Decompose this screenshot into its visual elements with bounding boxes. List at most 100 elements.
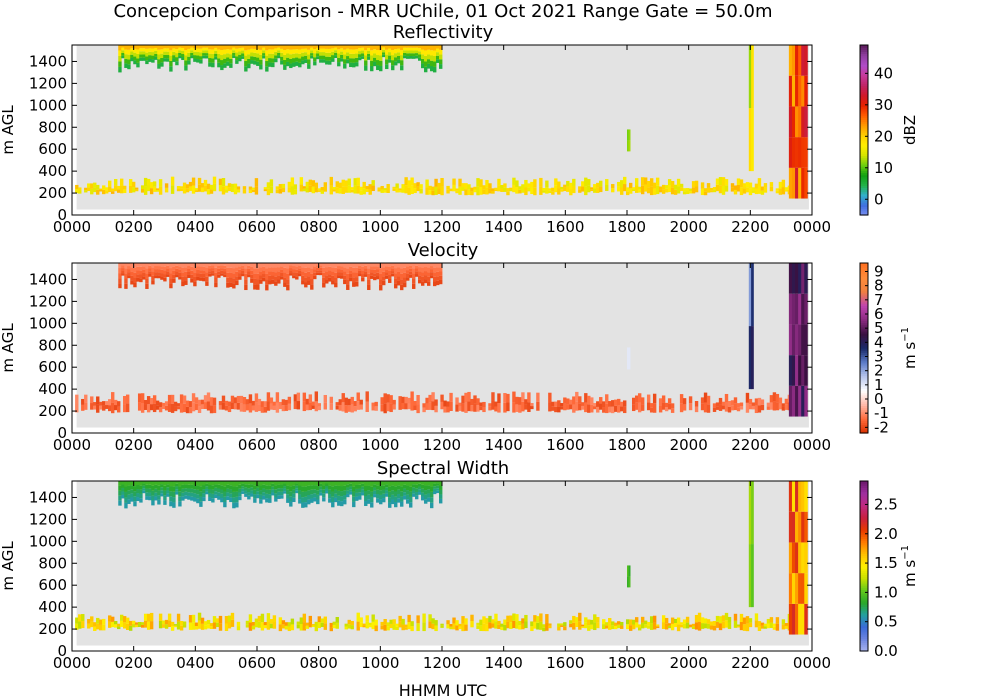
colorbar-segment [860, 401, 868, 404]
data-cell [724, 612, 729, 621]
data-cell [406, 47, 410, 51]
colorbar-segment [860, 508, 868, 512]
data-cell [664, 185, 669, 189]
data-cell [139, 489, 143, 494]
data-cell [169, 491, 173, 497]
data-cell [319, 59, 323, 63]
data-cell [358, 45, 362, 49]
data-cell [160, 487, 164, 491]
data-cell [628, 358, 631, 370]
data-cell [355, 57, 359, 63]
data-cell [182, 188, 187, 194]
data-cell [313, 263, 317, 267]
colorbar-segment [860, 375, 868, 379]
data-cell [296, 621, 301, 625]
data-cell [325, 481, 329, 484]
data-cell [229, 481, 233, 486]
data-cell [75, 623, 79, 630]
data-cell [223, 274, 227, 278]
data-cell [539, 613, 543, 622]
data-cell [298, 45, 302, 50]
data-cell [467, 184, 471, 190]
data-cell [566, 404, 570, 410]
data-cell [247, 492, 251, 496]
data-cell [382, 489, 386, 494]
data-cell [476, 625, 480, 629]
data-cell [658, 405, 663, 413]
data-cell [745, 402, 750, 413]
data-cell [176, 188, 181, 192]
data-cell [325, 485, 329, 489]
data-cell [96, 617, 100, 624]
data-cell [804, 106, 808, 138]
data-cell [310, 47, 314, 51]
data-cell [208, 62, 212, 67]
data-cell [382, 47, 386, 50]
data-cell [178, 55, 182, 59]
data-cell [134, 622, 139, 625]
colorbar-segment [860, 399, 868, 402]
data-cell [145, 48, 149, 53]
data-cell [244, 487, 248, 491]
data-cell [421, 481, 425, 485]
data-cell [338, 188, 342, 194]
data-cell [175, 481, 179, 484]
data-cell [430, 45, 434, 51]
data-cell [127, 64, 131, 70]
data-cell [163, 500, 167, 505]
data-cell [244, 493, 248, 497]
data-cell [262, 53, 266, 56]
data-cell [167, 403, 172, 412]
data-cell [691, 181, 696, 188]
data-cell [301, 491, 305, 498]
data-cell [373, 487, 377, 491]
data-cell [377, 187, 381, 190]
x-tick-label: 1600 [546, 654, 584, 672]
data-cell [223, 263, 227, 266]
data-cell [214, 481, 218, 485]
x-tick-label: 0200 [115, 218, 153, 236]
data-cell [108, 186, 112, 193]
colorbar-segment [860, 369, 868, 372]
data-cell [277, 481, 281, 485]
data-cell [102, 401, 106, 406]
feature-precipitation-after-2300 [788, 481, 808, 635]
data-cell [373, 481, 377, 485]
data-cell [78, 190, 82, 194]
data-cell [533, 615, 537, 622]
data-cell [364, 271, 368, 275]
data-cell [301, 52, 305, 57]
data-cell [763, 183, 768, 188]
y-axis-label: m AGL [0, 105, 17, 155]
data-cell [394, 53, 398, 58]
data-cell [313, 266, 317, 270]
colorbar-segment [860, 104, 868, 108]
data-cell [425, 403, 429, 410]
data-cell [271, 49, 275, 54]
data-cell [655, 185, 660, 195]
colorbar-segment [860, 636, 868, 639]
colorbar-segment [860, 83, 868, 86]
data-cell [694, 406, 699, 413]
data-cell [370, 481, 374, 487]
data-cell [415, 484, 419, 489]
colorbar-segment [860, 538, 868, 542]
data-cell [646, 394, 651, 403]
data-cell [427, 267, 431, 273]
data-cell [202, 270, 206, 274]
data-cell [275, 392, 280, 403]
data-cell [403, 488, 407, 493]
data-cell [199, 496, 203, 502]
data-cell [335, 405, 339, 410]
data-cell [403, 263, 407, 268]
data-cell [167, 620, 172, 628]
data-cell [211, 273, 215, 276]
data-cell [142, 269, 146, 273]
data-cell [163, 48, 167, 52]
data-cell [325, 52, 329, 57]
data-cell [259, 267, 263, 272]
data-cell [96, 404, 100, 413]
data-cell [358, 273, 362, 277]
data-cell [506, 393, 510, 403]
data-cell [277, 484, 281, 489]
